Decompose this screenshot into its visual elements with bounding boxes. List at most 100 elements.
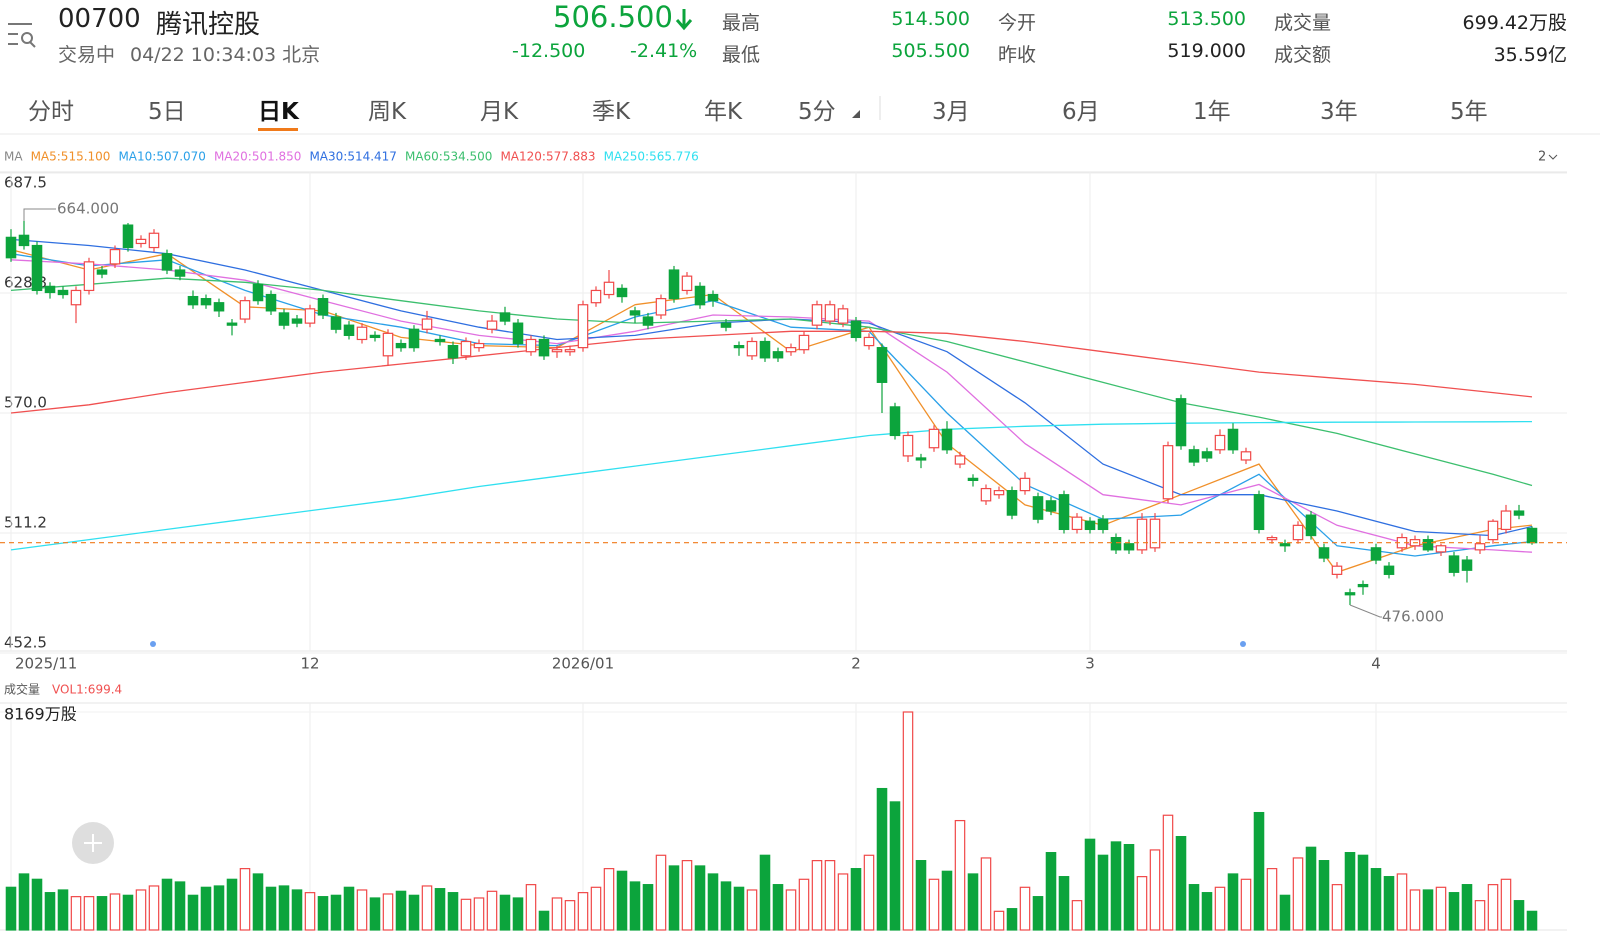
tab[interactable]: 月K [480, 99, 519, 125]
volume-bar [720, 881, 732, 931]
volume-bar [876, 787, 888, 931]
volume-bar [1240, 878, 1252, 931]
x-tick-label: 2025/11 [15, 655, 77, 673]
ma-line [10, 259, 1533, 553]
volume-bar [1097, 854, 1109, 931]
candle-body [1383, 565, 1395, 575]
y-tick-label: 570.0 [4, 394, 47, 412]
volume-bar [525, 884, 537, 931]
candle-body [642, 316, 654, 326]
volume-bar [577, 892, 589, 931]
candle-body [1357, 583, 1369, 588]
volume-bar [1292, 857, 1304, 931]
volume-bar [343, 886, 355, 931]
candle-body [512, 322, 524, 345]
candle-body [603, 281, 615, 296]
volume-bar [1435, 886, 1447, 931]
tab[interactable]: 1年 [1193, 99, 1231, 125]
volume-bar [733, 886, 745, 931]
candle-body [486, 320, 498, 330]
candle-body [1253, 494, 1265, 531]
volume-bar [863, 854, 875, 931]
stat-value: 519.000 [1167, 40, 1246, 62]
volume-bar [148, 885, 160, 931]
candle-body [746, 340, 758, 357]
volume-bar [1110, 841, 1122, 931]
menu-icon[interactable] [6, 20, 38, 52]
volume-title: 成交量 [4, 682, 40, 697]
low-marker-label: 476.000 [1382, 608, 1444, 626]
candle-body [1019, 477, 1031, 492]
tab[interactable]: 周K [368, 99, 407, 125]
candle-body [1162, 445, 1174, 500]
candle-body [1071, 516, 1083, 531]
candle-body [161, 253, 173, 271]
ma-line [10, 238, 1533, 537]
candle-body [824, 304, 836, 322]
candle-body [1500, 510, 1512, 531]
volume-bar [850, 868, 862, 931]
tab[interactable]: 5年 [1450, 99, 1488, 125]
volume-bar [941, 870, 953, 931]
tab[interactable]: 日K [258, 99, 299, 125]
candle-body [5, 236, 17, 259]
candle-body [811, 304, 823, 326]
volume-bar [1227, 873, 1239, 931]
volume-bar [1331, 884, 1343, 931]
volume-bar [1448, 892, 1460, 931]
candle-body [629, 310, 641, 316]
candle-body [330, 316, 342, 330]
volume-bar [473, 897, 485, 931]
quote-time: 04/22 10:34:03 北京 [130, 44, 321, 66]
volume-bar [1019, 886, 1031, 931]
legend-entry: MA250:565.776 [604, 150, 699, 164]
volume-bar [1526, 910, 1538, 931]
tab[interactable]: 5分 [798, 99, 836, 125]
volume-bar [1487, 884, 1499, 931]
candle-body [1396, 536, 1408, 549]
candle-body [213, 302, 225, 312]
candle-body [837, 308, 849, 324]
candle-body [291, 318, 303, 324]
volume-bar [1058, 876, 1070, 931]
candle-body [44, 285, 56, 294]
volume-bar [291, 889, 303, 931]
period-button[interactable]: 2 [1538, 150, 1546, 165]
volume-bar [70, 896, 82, 931]
candle-body [1279, 543, 1291, 547]
tab[interactable]: 年K [704, 99, 743, 125]
stat-label: 昨收 [998, 44, 1037, 66]
volume-bar [1422, 889, 1434, 931]
volume-bar [421, 885, 433, 931]
candle-body [343, 324, 355, 336]
candle-body [369, 334, 381, 339]
add-button[interactable] [72, 822, 114, 864]
candle-body [941, 428, 953, 451]
candle-body [57, 289, 69, 296]
tab[interactable]: 5日 [148, 99, 186, 125]
event-dot [150, 641, 156, 647]
volume-bar [1214, 886, 1226, 931]
candle-body [694, 285, 706, 306]
tab[interactable]: 6月 [1062, 99, 1100, 125]
chevron [1548, 154, 1558, 160]
tab[interactable]: 分时 [28, 99, 74, 125]
tab[interactable]: 季K [592, 99, 631, 125]
candle-body [356, 326, 368, 341]
candle-body [304, 308, 316, 324]
volume-bar [161, 878, 173, 931]
stat-value: 35.59亿 [1493, 44, 1567, 66]
ma-line [10, 253, 1533, 557]
candle-body [850, 320, 862, 339]
volume-bar [382, 893, 394, 931]
volume-bar [486, 890, 498, 931]
candle-body [1201, 451, 1213, 459]
candle-body [733, 344, 745, 349]
tab[interactable]: 3年 [1320, 99, 1358, 125]
volume-bar [889, 801, 901, 931]
candle-body [1006, 490, 1018, 516]
volume-bar [135, 889, 147, 931]
candle-body [70, 289, 82, 306]
tab[interactable]: 3月 [932, 99, 970, 125]
